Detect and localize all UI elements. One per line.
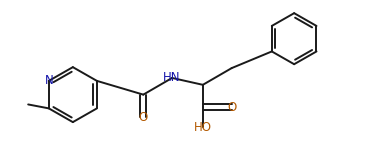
Text: N: N xyxy=(44,74,53,87)
Text: O: O xyxy=(227,101,236,114)
Text: HO: HO xyxy=(194,120,212,134)
Text: HN: HN xyxy=(163,71,181,84)
Text: O: O xyxy=(139,111,148,124)
